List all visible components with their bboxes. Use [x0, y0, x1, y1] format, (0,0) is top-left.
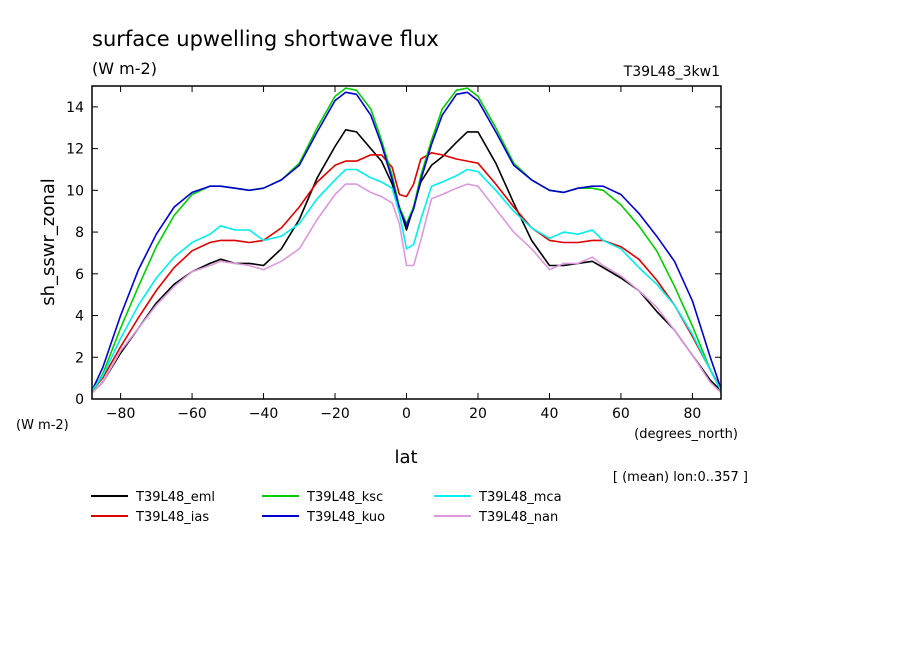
averaging-note: [ (mean) lon:0..357 ]: [613, 470, 748, 485]
y-tick-label: 10: [66, 183, 84, 199]
legend: T39L48_eml T39L48_ias T39L48_ksc T39L48_kuo…: [91, 490, 562, 525]
x-tick-label: 40: [541, 406, 559, 422]
legend-label: T39L48_kuo: [306, 510, 385, 525]
y-tick-label: 12: [66, 142, 84, 158]
x-tick-label: 0: [402, 406, 411, 422]
x-axis-label: lat: [394, 447, 417, 468]
series-layer: [91, 87, 722, 394]
x-units-label: (degrees_north): [634, 427, 738, 442]
legend-label: T39L48_ksc: [306, 490, 383, 505]
x-tick-label: −20: [320, 406, 350, 422]
y-tick-label: 14: [66, 100, 84, 116]
x-tick-label: 60: [612, 406, 630, 422]
x-tick-label: 20: [469, 406, 487, 422]
y-tick-label: 0: [75, 392, 84, 408]
legend-label: T39L48_eml: [135, 490, 215, 505]
legend-label: T39L48_mca: [478, 490, 562, 505]
x-tick-label: 80: [683, 406, 701, 422]
chart-title: surface upwelling shortwave flux: [92, 27, 439, 51]
series-line-T39L48_ksc: [91, 87, 722, 394]
series-line-T39L48_kuo: [91, 91, 722, 392]
ticks-layer: −80 −60 −40 −20 0 20 40 60 80 0 2 4 6 8 10 12 14: [66, 86, 721, 422]
plot-frame: [91, 85, 722, 400]
y-tick-label: 4: [75, 309, 84, 325]
y-units-label: (W m-2): [16, 418, 69, 433]
y-axis-label: sh_sswr_zonal: [38, 178, 59, 306]
units-label: (W m-2): [92, 59, 157, 78]
y-tick-label: 2: [75, 350, 84, 366]
x-tick-label: −40: [249, 406, 279, 422]
series-line-T39L48_mca: [91, 168, 722, 392]
y-tick-label: 6: [75, 267, 84, 283]
series-line-T39L48_nan: [91, 183, 722, 394]
legend-label: T39L48_ias: [135, 510, 209, 525]
x-tick-label: −80: [106, 406, 136, 422]
series-line-T39L48_ias: [91, 152, 722, 392]
run-label: T39L48_3kw1: [623, 64, 720, 80]
legend-label: T39L48_nan: [478, 510, 558, 525]
series-line-T39L48_eml: [91, 129, 722, 394]
y-tick-label: 8: [75, 225, 84, 241]
x-tick-label: −60: [177, 406, 207, 422]
